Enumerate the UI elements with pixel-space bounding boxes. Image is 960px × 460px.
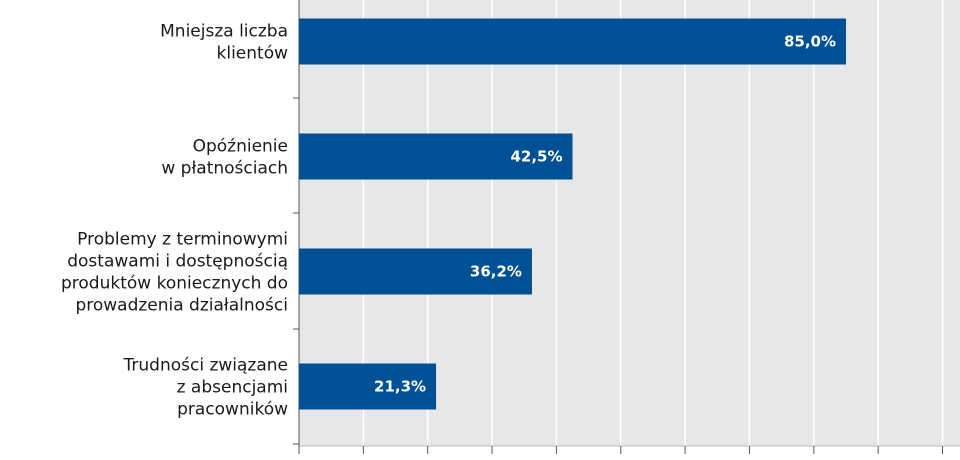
- data-label: 85,0%: [784, 33, 836, 51]
- data-label: 21,3%: [374, 378, 426, 396]
- category-label: prowadzenia działalności: [75, 296, 288, 316]
- category-label: Problemy z terminowymi: [77, 230, 288, 250]
- data-label: 36,2%: [470, 263, 522, 281]
- category-label: pracowników: [177, 400, 288, 420]
- category-label: z absencjami: [177, 378, 288, 398]
- category-label: w płatnościach: [161, 159, 288, 179]
- bar: [299, 133, 573, 180]
- bar: [299, 248, 532, 295]
- category-label: Opóźnienie: [193, 137, 288, 157]
- category-label: Mniejsza liczba: [160, 22, 288, 42]
- bar: [299, 363, 437, 410]
- category-label: klientów: [217, 44, 289, 64]
- category-label: Trudności związane: [123, 356, 289, 376]
- data-label: 42,5%: [510, 148, 562, 166]
- category-label: dostawami i dostępnością: [67, 252, 288, 272]
- bar: [299, 18, 846, 65]
- category-label: produktów koniecznych do: [61, 274, 288, 294]
